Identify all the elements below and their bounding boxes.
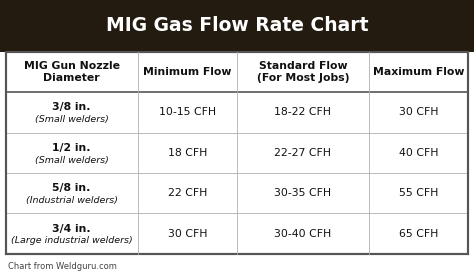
- Text: 3/4 in.: 3/4 in.: [52, 224, 91, 234]
- Text: 55 CFH: 55 CFH: [399, 188, 438, 198]
- Text: Standard Flow
(For Most Jobs): Standard Flow (For Most Jobs): [257, 61, 349, 83]
- Text: 3/8 in.: 3/8 in.: [52, 102, 91, 112]
- Text: 40 CFH: 40 CFH: [399, 148, 438, 158]
- Text: (Large industrial welders): (Large industrial welders): [11, 236, 133, 246]
- Text: 30-40 CFH: 30-40 CFH: [274, 229, 331, 239]
- FancyBboxPatch shape: [6, 52, 468, 254]
- Text: 22-27 CFH: 22-27 CFH: [274, 148, 331, 158]
- Text: 18-22 CFH: 18-22 CFH: [274, 107, 331, 117]
- Text: 10-15 CFH: 10-15 CFH: [159, 107, 216, 117]
- Text: MIG Gun Nozzle
Diameter: MIG Gun Nozzle Diameter: [24, 61, 119, 83]
- Text: 5/8 in.: 5/8 in.: [53, 183, 91, 193]
- Text: 30-35 CFH: 30-35 CFH: [274, 188, 331, 198]
- Text: 18 CFH: 18 CFH: [168, 148, 207, 158]
- FancyBboxPatch shape: [0, 0, 474, 52]
- Text: (Small welders): (Small welders): [35, 155, 109, 165]
- Text: (Industrial welders): (Industrial welders): [26, 196, 118, 205]
- Text: (Small welders): (Small welders): [35, 115, 109, 124]
- Text: Chart from Weldguru.com: Chart from Weldguru.com: [8, 262, 117, 271]
- Text: 30 CFH: 30 CFH: [399, 107, 438, 117]
- Text: 22 CFH: 22 CFH: [168, 188, 207, 198]
- Text: Minimum Flow: Minimum Flow: [143, 67, 231, 77]
- Text: 1/2 in.: 1/2 in.: [52, 143, 91, 153]
- Text: 30 CFH: 30 CFH: [167, 229, 207, 239]
- Text: 65 CFH: 65 CFH: [399, 229, 438, 239]
- Text: Maximum Flow: Maximum Flow: [373, 67, 464, 77]
- Text: MIG Gas Flow Rate Chart: MIG Gas Flow Rate Chart: [106, 16, 368, 35]
